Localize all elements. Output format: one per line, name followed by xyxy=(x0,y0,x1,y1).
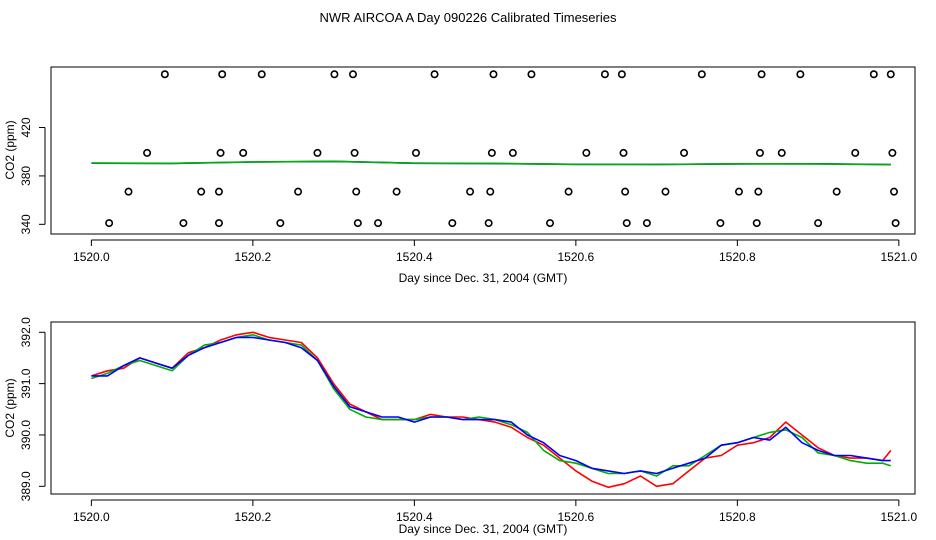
scatter-point xyxy=(888,148,897,157)
y-tick-label: 390.0 xyxy=(19,420,33,450)
y-tick-label: 420 xyxy=(19,117,33,137)
y-tick-label: 340 xyxy=(19,214,33,234)
scatter-point xyxy=(582,148,591,157)
scatter-point xyxy=(348,70,357,79)
scatter-point xyxy=(564,187,573,196)
x-axis-label-top: Day since Dec. 31, 2004 (GMT) xyxy=(399,271,568,285)
scatter-point xyxy=(622,219,631,228)
y-tick-label: 380 xyxy=(19,166,33,186)
x-tick-label: 1520.8 xyxy=(719,510,756,524)
scatter-point xyxy=(124,187,133,196)
scatter-point xyxy=(160,70,169,79)
scatter-point xyxy=(777,148,786,157)
scatter-point xyxy=(392,187,401,196)
x-axis-label-bottom: Day since Dec. 31, 2004 (GMT) xyxy=(399,522,568,536)
scatter-point xyxy=(869,70,878,79)
series-line-0 xyxy=(91,331,892,489)
series-lines-top xyxy=(91,160,891,166)
panel-top: 1520.0 1520.2 1520.4 1520.6 1520.8 1521.0 340 3… xyxy=(3,66,918,285)
scatter-point xyxy=(891,219,900,228)
x-tick-label: 1520.2 xyxy=(235,250,272,264)
scatter-point xyxy=(661,187,670,196)
scatter-point xyxy=(734,187,743,196)
scatter-point xyxy=(642,219,651,228)
scatter-point xyxy=(716,219,725,228)
scatter-point xyxy=(294,187,303,196)
scatter-point xyxy=(697,70,706,79)
scatter-point xyxy=(487,148,496,157)
scatter-point xyxy=(430,70,439,79)
x-tick-label: 1520.6 xyxy=(558,510,595,524)
y-tick-label: 391.0 xyxy=(19,368,33,398)
scatter-point xyxy=(214,187,223,196)
scatter-point xyxy=(619,148,628,157)
scatter-point xyxy=(352,187,361,196)
scatter-point xyxy=(527,70,536,79)
scatter-point xyxy=(508,148,517,157)
scatter-point xyxy=(411,148,420,157)
scatter-point xyxy=(484,219,493,228)
x-tick-label: 1521.0 xyxy=(880,510,917,524)
x-tick-label: 1520.2 xyxy=(235,510,272,524)
scatter-point xyxy=(257,70,266,79)
x-tick-label: 1520.6 xyxy=(558,250,595,264)
scatter-point xyxy=(621,187,630,196)
scatter-point xyxy=(276,219,285,228)
plot-frame-top xyxy=(50,66,916,235)
scatter-point xyxy=(216,148,225,157)
scatter-point xyxy=(814,219,823,228)
scatter-point xyxy=(600,70,609,79)
axes-top: 1520.0 1520.2 1520.4 1520.6 1520.8 1521.0 340 3… xyxy=(19,117,918,264)
scatter-point xyxy=(680,148,689,157)
scatter-point xyxy=(374,219,383,228)
x-tick-label: 1520.4 xyxy=(396,250,433,264)
scatter-point xyxy=(313,148,322,157)
y-tick-label: 392.0 xyxy=(19,317,33,347)
scatter-point xyxy=(350,148,359,157)
plot-frame-bottom xyxy=(50,321,916,495)
scatter-points xyxy=(105,70,900,228)
scatter-point xyxy=(755,148,764,157)
scatter-point xyxy=(851,148,860,157)
scatter-point xyxy=(890,187,899,196)
scatter-point xyxy=(218,70,227,79)
scatter-point xyxy=(486,187,495,196)
x-tick-label: 1520.4 xyxy=(396,510,433,524)
scatter-point xyxy=(197,187,206,196)
scatter-point xyxy=(752,219,761,228)
scatter-point xyxy=(832,187,841,196)
series-line-2 xyxy=(91,336,891,475)
panel-bottom: 1520.0 1520.2 1520.4 1520.6 1520.8 1521.0 389.… xyxy=(3,317,918,536)
x-tick-label: 1520.8 xyxy=(719,250,756,264)
x-tick-label: 1520.0 xyxy=(73,510,110,524)
scatter-point xyxy=(353,219,362,228)
scatter-point xyxy=(886,70,895,79)
series-line-1 xyxy=(91,160,891,166)
scatter-point xyxy=(466,187,475,196)
scatter-point xyxy=(489,70,498,79)
scatter-point xyxy=(239,148,248,157)
scatter-point xyxy=(754,187,763,196)
x-tick-label: 1521.0 xyxy=(880,250,917,264)
scatter-point xyxy=(179,219,188,228)
scatter-point xyxy=(330,70,339,79)
scatter-point xyxy=(796,70,805,79)
scatter-point xyxy=(105,219,114,228)
series-line-1 xyxy=(91,333,892,477)
y-tick-label: 389.0 xyxy=(19,471,33,501)
scatter-point xyxy=(757,70,766,79)
axes-bottom: 1520.0 1520.2 1520.4 1520.6 1520.8 1521.0 389.… xyxy=(19,317,918,524)
y-axis-label-top: CO2 (ppm) xyxy=(3,120,17,179)
series-lines-bottom xyxy=(91,331,892,489)
scatter-point xyxy=(448,219,457,228)
scatter-point xyxy=(143,148,152,157)
x-tick-label: 1520.0 xyxy=(73,250,110,264)
y-axis-label-bottom: CO2 (ppm) xyxy=(3,378,17,437)
scatter-point xyxy=(617,70,626,79)
page-title: NWR AIRCOA A Day 090226 Calibrated Times… xyxy=(320,10,617,25)
scatter-point xyxy=(214,219,223,228)
scatter-point xyxy=(546,219,555,228)
